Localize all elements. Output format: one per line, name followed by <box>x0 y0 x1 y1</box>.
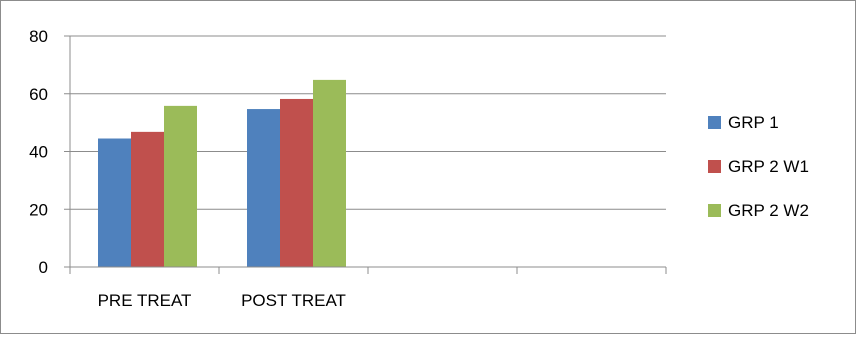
y-tick-labels: 0 20 40 60 80 <box>29 27 48 277</box>
y-tick-label: 60 <box>29 85 48 104</box>
bar <box>247 109 280 268</box>
y-tick-label: 40 <box>29 143 48 162</box>
x-tick-label: PRE TREAT <box>98 291 192 310</box>
legend: GRP 1 GRP 2 W1 GRP 2 W2 <box>708 113 809 220</box>
bar <box>131 131 164 267</box>
legend-label: GRP 2 W2 <box>728 201 809 220</box>
bar <box>313 79 346 267</box>
bars <box>98 79 346 268</box>
x-tick-label: POST TREAT <box>241 291 346 310</box>
x-tick-labels: PRE TREAT POST TREAT <box>98 291 346 310</box>
legend-label: GRP 2 W1 <box>728 157 809 176</box>
legend-swatch <box>708 204 721 217</box>
legend-swatch <box>708 116 721 129</box>
bar <box>98 138 131 267</box>
legend-swatch <box>708 160 721 173</box>
bar <box>280 98 313 267</box>
legend-label: GRP 1 <box>728 113 779 132</box>
y-tick-label: 80 <box>29 27 48 46</box>
bar <box>164 105 197 267</box>
y-tick-label: 20 <box>29 200 48 219</box>
axes <box>64 35 667 274</box>
y-tick-label: 0 <box>39 258 48 277</box>
